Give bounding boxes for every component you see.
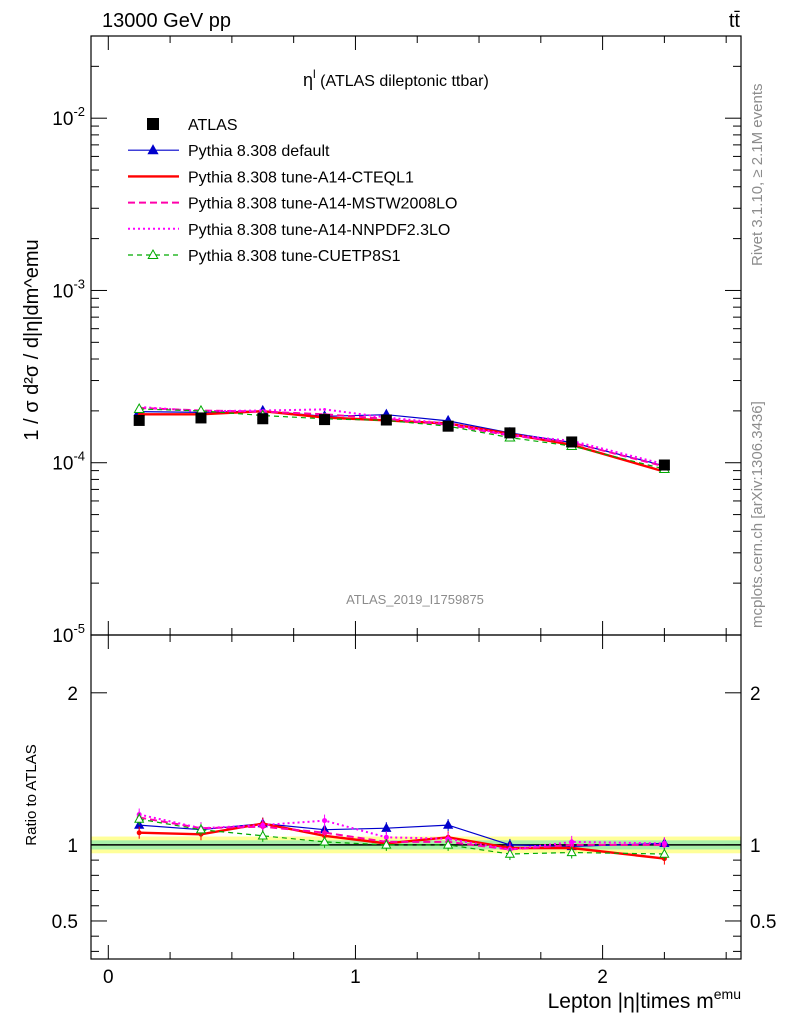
legend-label: Pythia 8.308 tune-A14-NNPDF2.3LO xyxy=(188,222,450,239)
data-point xyxy=(322,818,328,824)
ratio-y-tick-label: 0.5 xyxy=(52,912,78,933)
data-point xyxy=(566,846,577,857)
rivet-label: Rivet 3.1.10, ≥ 2.1M events xyxy=(749,84,766,267)
ratio-y-tick-label: 1 xyxy=(67,836,78,857)
ratio-series-line xyxy=(139,818,665,855)
data-point xyxy=(195,824,207,834)
process-label: tt̄ xyxy=(729,10,741,32)
y-tick-label: 10-2 xyxy=(52,104,85,130)
x-tick-label: 1 xyxy=(350,967,361,988)
legend-label: Pythia 8.308 default xyxy=(188,143,330,160)
data-point xyxy=(383,834,389,840)
x-axis-label: Lepton |η|times memu xyxy=(548,986,741,1013)
ratio-y-tick-label: 2 xyxy=(67,684,78,705)
data-point xyxy=(504,848,516,858)
ratio-series-layer xyxy=(134,808,670,865)
legend-label: ATLAS xyxy=(188,117,238,134)
main-series-layer xyxy=(133,403,670,474)
ratio-ticks xyxy=(91,635,741,959)
data-point xyxy=(504,427,516,439)
data-point xyxy=(322,830,328,836)
ratio-y-axis-label: Ratio to ATLAS xyxy=(23,744,40,845)
ratio-tick-labels: 0.5 0.5 1 1 2 2 0 1 2 xyxy=(52,684,777,988)
chart-title: ηl (ATLAS dileptonic ttbar) xyxy=(303,67,489,90)
data-point xyxy=(323,407,326,411)
ratio-frame xyxy=(90,634,742,960)
series-line xyxy=(139,405,665,466)
data-point xyxy=(569,839,575,845)
legend-marker xyxy=(147,118,159,130)
mcplots-label: mcplots.cern.ch [arXiv:1306.3436] xyxy=(749,401,766,628)
data-point xyxy=(381,839,392,849)
main-y-axis-label: 1 / σ d²σ / d|η|dm^emu xyxy=(21,239,43,440)
main-panel: 10-2 10-3 10-4 10-5 ηl (ATLAS dileptonic tt… xyxy=(21,35,742,647)
data-point xyxy=(257,413,269,425)
data-point xyxy=(257,830,268,840)
legend-label: Pythia 8.308 tune-A14-CTEQL1 xyxy=(188,169,414,186)
data-point xyxy=(260,822,266,828)
data-point xyxy=(319,836,330,846)
ratio-y-tick-label-right: 2 xyxy=(750,684,761,705)
data-point xyxy=(136,830,142,836)
data-point xyxy=(658,459,670,471)
ratio-panel: 0.5 0.5 1 1 2 2 0 1 2 Ratio to ATLAS Lepton |η|t… xyxy=(23,634,777,1013)
data-point xyxy=(319,414,331,426)
series-line xyxy=(139,410,665,467)
energy-label: 13000 GeV pp xyxy=(102,10,231,32)
y-tick-label: 10-5 xyxy=(52,621,85,647)
data-point xyxy=(442,420,454,432)
data-point xyxy=(659,848,670,858)
data-point xyxy=(380,414,392,426)
x-tick-label: 2 xyxy=(597,967,608,988)
ratio-series-line xyxy=(139,816,665,851)
data-point xyxy=(147,144,159,155)
legend-label: Pythia 8.308 tune-CUETP8S1 xyxy=(188,248,401,265)
main-y-tick-labels: 10-2 10-3 10-4 10-5 xyxy=(52,104,85,647)
data-point xyxy=(133,414,145,426)
legend-label: Pythia 8.308 tune-A14-MSTW2008LO xyxy=(188,196,457,213)
data-point xyxy=(147,248,159,259)
data-point xyxy=(443,839,454,849)
y-tick-label: 10-4 xyxy=(52,449,85,475)
data-point xyxy=(661,840,667,846)
legend: ATLAS Pythia 8.308 default Pythia 8.308 tu… xyxy=(128,117,457,265)
main-y-ticks xyxy=(91,35,741,636)
ratio-y-tick-label-right: 1 xyxy=(750,836,761,857)
data-point xyxy=(445,836,451,842)
analysis-id: ATLAS_2019_I1759875 xyxy=(346,592,484,607)
series-line xyxy=(139,409,665,473)
y-tick-label: 10-3 xyxy=(52,276,85,302)
data-point xyxy=(443,819,454,829)
data-point xyxy=(133,403,145,414)
data-point xyxy=(195,412,207,424)
data-point xyxy=(566,436,578,448)
data-point xyxy=(134,813,145,823)
ratio-y-tick-label-right: 0.5 xyxy=(750,912,776,933)
x-tick-label: 0 xyxy=(103,967,114,988)
series-line xyxy=(139,408,665,470)
